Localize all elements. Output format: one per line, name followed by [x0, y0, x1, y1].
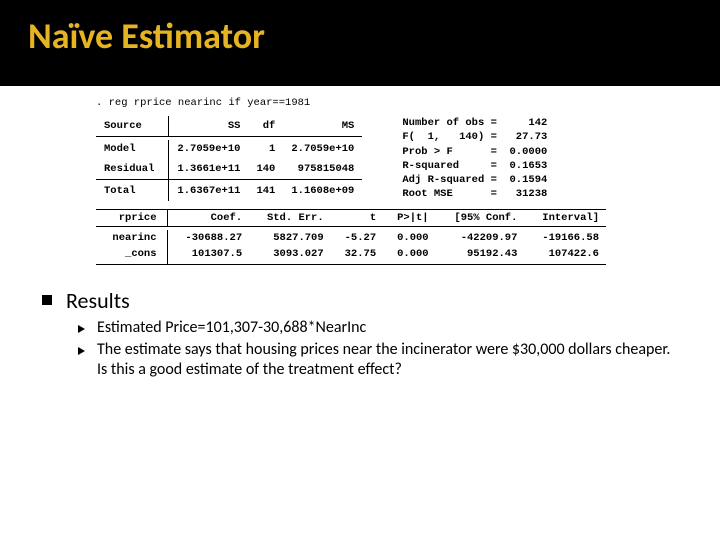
anova-hdr-ms: MS: [283, 116, 362, 136]
anova-row-residual: Residual 1.3661e+11 140 975815048: [96, 159, 362, 179]
anova-table: Source SS df MS Model 2.7059e+10 1 2.705…: [96, 116, 362, 201]
results-label: Results: [66, 287, 130, 314]
sub-bullet-2-text: The estimate says that housing prices ne…: [97, 340, 678, 380]
stata-command: . reg rprice nearinc if year==1981: [96, 96, 650, 110]
bullet-results: Results: [42, 287, 678, 314]
coef-row-nearinc: nearinc -30688.27 5827.709 -5.27 0.000 -…: [96, 230, 606, 246]
sub-bullet-2: The estimate says that housing prices ne…: [78, 340, 678, 380]
slide-title: Naïve Estimator: [28, 14, 692, 58]
anova-row-model: Model 2.7059e+10 1 2.7059e+10: [96, 140, 362, 160]
coef-row-cons: _cons 101307.5 3093.027 32.75 0.000 9519…: [96, 246, 606, 265]
bullet-content: Results Estimated Price=101,307-30,688*N…: [0, 271, 720, 380]
anova-hdr-df: df: [248, 116, 283, 136]
triangle-bullet-icon: [78, 347, 85, 355]
coefficient-table: rprice Coef. Std. Err. t P>|t| [95% Conf…: [96, 209, 606, 265]
anova-hdr-ss: SS: [169, 116, 249, 136]
sub-bullet-1: Estimated Price=101,307-30,688*NearInc: [78, 318, 678, 338]
summary-stats: Number of obs = 142 F( 1, 140) = 27.73 P…: [402, 116, 547, 201]
square-bullet-icon: [42, 295, 52, 305]
regression-output: . reg rprice nearinc if year==1981 Sourc…: [0, 86, 720, 271]
sub-bullet-1-text: Estimated Price=101,307-30,688*NearInc: [97, 318, 366, 338]
title-bar: Naïve Estimator: [0, 0, 720, 86]
anova-hdr-source: Source: [96, 116, 169, 136]
triangle-bullet-icon: [78, 325, 85, 333]
anova-row-total: Total 1.6367e+11 141 1.1608e+09: [96, 180, 362, 202]
